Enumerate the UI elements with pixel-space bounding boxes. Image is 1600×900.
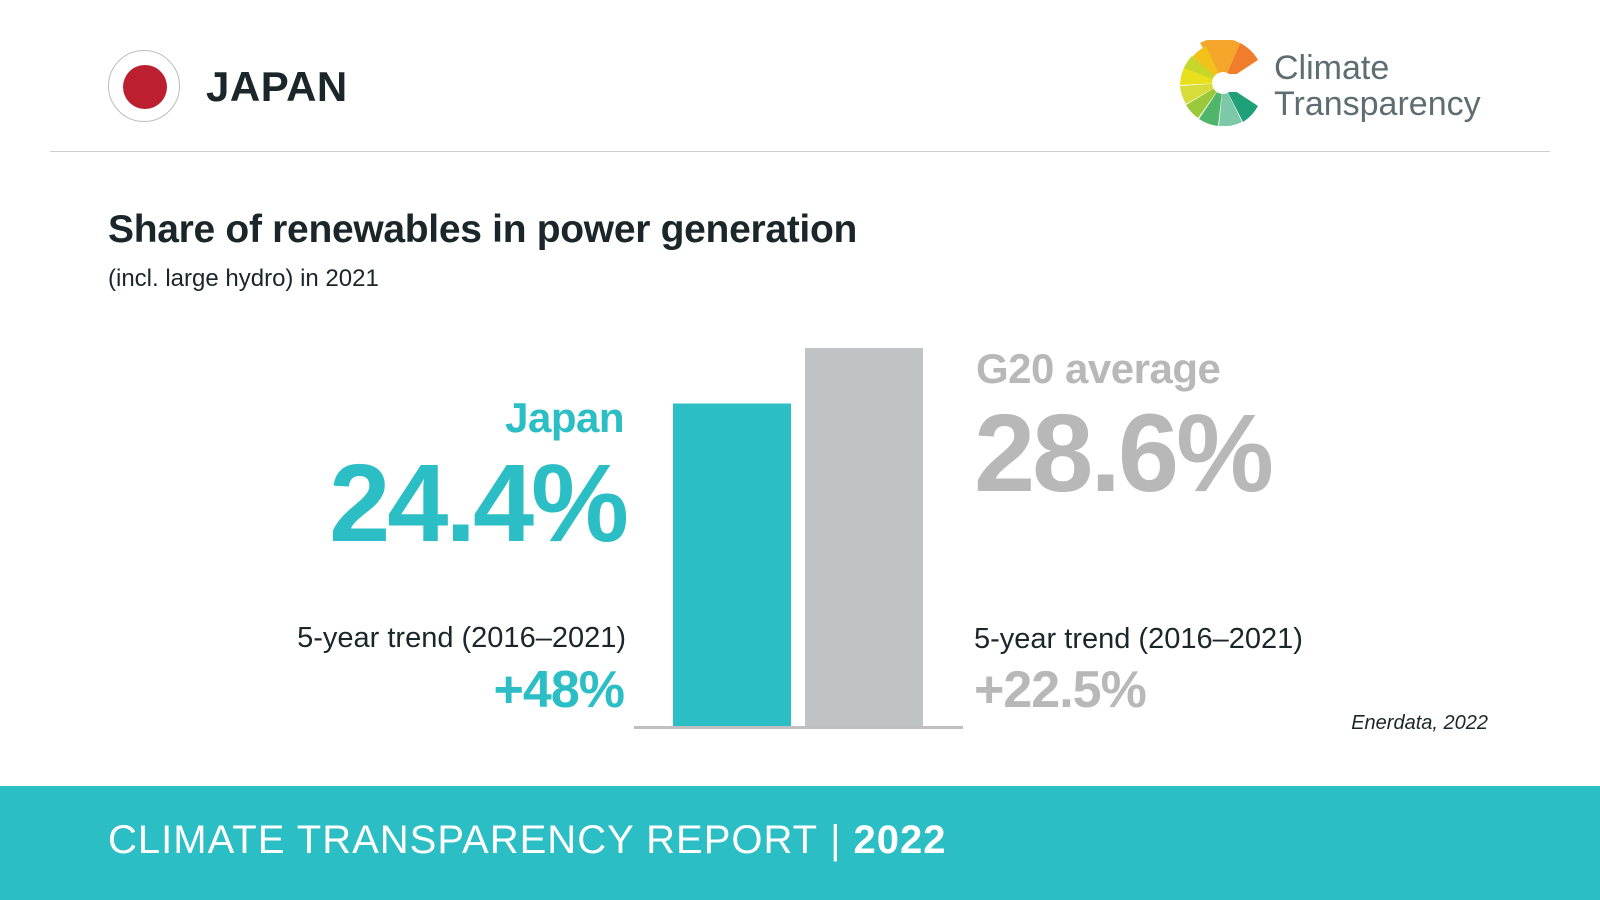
japan-label: Japan	[505, 394, 624, 441]
climate-transparency-logo-icon	[1180, 40, 1266, 126]
logo-line1: Climate	[1274, 49, 1390, 87]
footer-title: CLIMATE TRANSPARENCY REPORT | 2022	[108, 818, 946, 863]
japan-bar	[673, 403, 791, 726]
japan-value-label: 24.4%	[329, 442, 629, 565]
g20-trend-label: 5-year trend (2016–2021)	[974, 623, 1303, 655]
header-divider	[50, 151, 1550, 152]
japan-trend-value: +48%	[493, 661, 625, 719]
chart-title: Share of renewables in power generation	[108, 208, 857, 251]
footer-banner: CLIMATE TRANSPARENCY REPORT | 2022	[0, 786, 1600, 900]
g20-label: G20 average	[976, 345, 1221, 392]
japan-flag-icon	[108, 50, 180, 122]
footer-separator: |	[830, 818, 842, 862]
country-name: JAPAN	[206, 63, 348, 110]
footer-year: 2022	[853, 818, 947, 862]
g20-bar	[805, 348, 923, 726]
g20-value-label: 28.6%	[974, 392, 1274, 515]
logo-wordmark: Climate Transparency	[1274, 50, 1481, 122]
g20-trend-value: +22.5%	[974, 661, 1147, 719]
footer-report-name: CLIMATE TRANSPARENCY REPORT	[108, 818, 819, 862]
japan-trend-label: 5-year trend (2016–2021)	[297, 622, 626, 654]
source-note: Enerdata, 2022	[1351, 712, 1488, 734]
chart-subtitle: (incl. large hydro) in 2021	[108, 265, 379, 292]
logo-line2: Transparency	[1274, 85, 1481, 123]
